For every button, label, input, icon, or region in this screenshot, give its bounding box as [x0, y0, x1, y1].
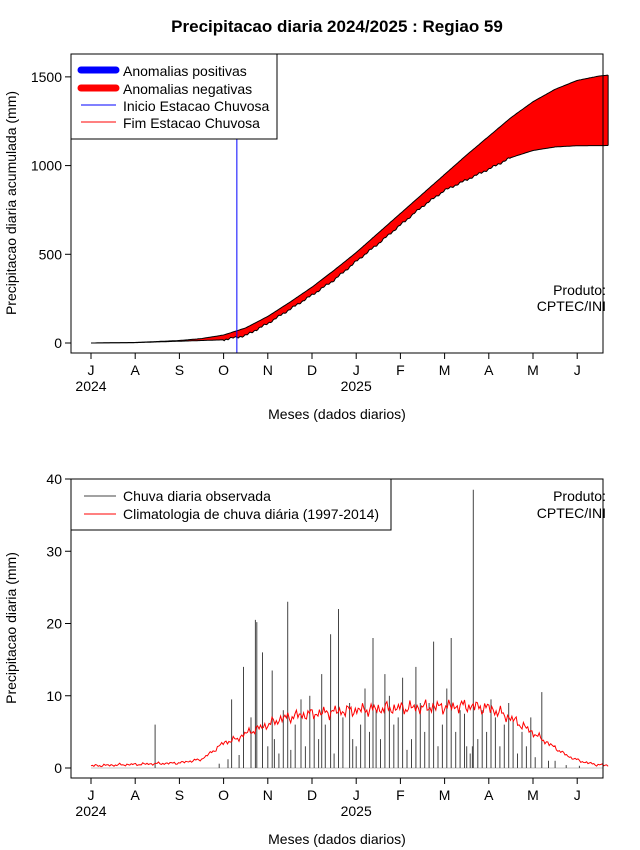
bottom-y-tick-label: 30: [46, 543, 62, 559]
bottom-y-tick-label: 0: [54, 760, 62, 776]
top-y-axis-label: Precipitacao diaria acumulada (mm): [3, 91, 19, 315]
bottom-y-tick-label: 10: [46, 688, 62, 704]
top-y-tick-label: 1000: [31, 158, 62, 174]
bottom-legend: Chuva diaria observada Climatologia de c…: [70, 478, 392, 531]
bottom-y-axis: 0 10 20 30 40: [46, 471, 72, 776]
top-x-tick-label: A: [131, 362, 141, 378]
top-legend: Anomalias positivas Anomalias negativas …: [70, 53, 278, 140]
bottom-x-tick-label: J: [88, 787, 95, 803]
bottom-x-tick-label: M: [439, 787, 451, 803]
product-note-top-line1: Produto:: [553, 282, 606, 298]
climatology-daily-line: [90, 699, 609, 768]
bottom-y-axis-label: Precipitacao diaria (mm): [3, 552, 19, 704]
bottom-x-tick-label: S: [175, 787, 184, 803]
bottom-x-tick-label: D: [307, 787, 317, 803]
top-x-tick-label: M: [439, 362, 451, 378]
top-x-tick-label: A: [484, 362, 494, 378]
top-x-tick-label: M: [527, 362, 539, 378]
product-note-bottom-line1: Produto:: [553, 488, 606, 504]
bottom-plot-area: [90, 489, 609, 769]
top-x-tick-label: S: [175, 362, 184, 378]
legend-label-negative: Anomalias negativas: [123, 81, 252, 97]
legend-label-end: Fim Estacao Chuvosa: [123, 115, 260, 131]
top-x-tick-label: O: [218, 362, 229, 378]
legend-label-positive: Anomalias positivas: [123, 63, 247, 79]
top-y-axis: 0 500 1000 1500: [31, 69, 72, 351]
top-x-tick-label: J: [574, 362, 581, 378]
bottom-y-tick-label: 20: [46, 616, 62, 632]
legend-label-observed: Chuva diaria observada: [123, 488, 271, 504]
bottom-x-tick-label: J: [353, 787, 360, 803]
negative-anomaly-area: [91, 75, 609, 343]
top-x-axis-label: Meses (dados diarios): [268, 406, 406, 422]
top-x-tick-label: J: [353, 362, 360, 378]
product-note-top-line2: CPTEC/INI: [537, 298, 606, 314]
bottom-legend-box: [70, 478, 392, 531]
bottom-year-label: 2024: [75, 803, 106, 819]
bottom-year-label: 2025: [341, 803, 372, 819]
bottom-x-tick-label: F: [396, 787, 405, 803]
legend-label-start: Inicio Estacao Chuvosa: [123, 98, 270, 114]
bottom-y-tick-label: 40: [46, 471, 62, 487]
top-y-tick-label: 500: [39, 246, 63, 262]
top-year-label: 2024: [75, 378, 106, 394]
top-x-tick-label: F: [396, 362, 405, 378]
bottom-x-tick-label: O: [218, 787, 229, 803]
product-note-bottom-line2: CPTEC/INI: [537, 505, 606, 521]
top-y-tick-label: 0: [54, 335, 62, 351]
top-x-tick-label: J: [88, 362, 95, 378]
top-y-tick-label: 1500: [31, 69, 62, 85]
top-x-tick-label: D: [307, 362, 317, 378]
legend-label-climatology: Climatologia de chuva diária (1997-2014): [123, 506, 379, 522]
bottom-x-tick-label: J: [574, 787, 581, 803]
bottom-x-tick-label: A: [484, 787, 494, 803]
climatology-cumulative-line: [91, 74, 609, 344]
observed-cumulative-line: [91, 145, 609, 344]
top-x-tick-label: N: [263, 362, 273, 378]
bottom-x-tick-label: M: [527, 787, 539, 803]
top-year-label: 2025: [341, 378, 372, 394]
main-title: Precipitacao diaria 2024/2025 : Regiao 5…: [171, 17, 503, 36]
bottom-x-tick-label: N: [263, 787, 273, 803]
bottom-x-tick-label: A: [131, 787, 141, 803]
top-plot-area: [91, 74, 609, 353]
bottom-x-axis-label: Meses (dados diarios): [268, 831, 406, 847]
